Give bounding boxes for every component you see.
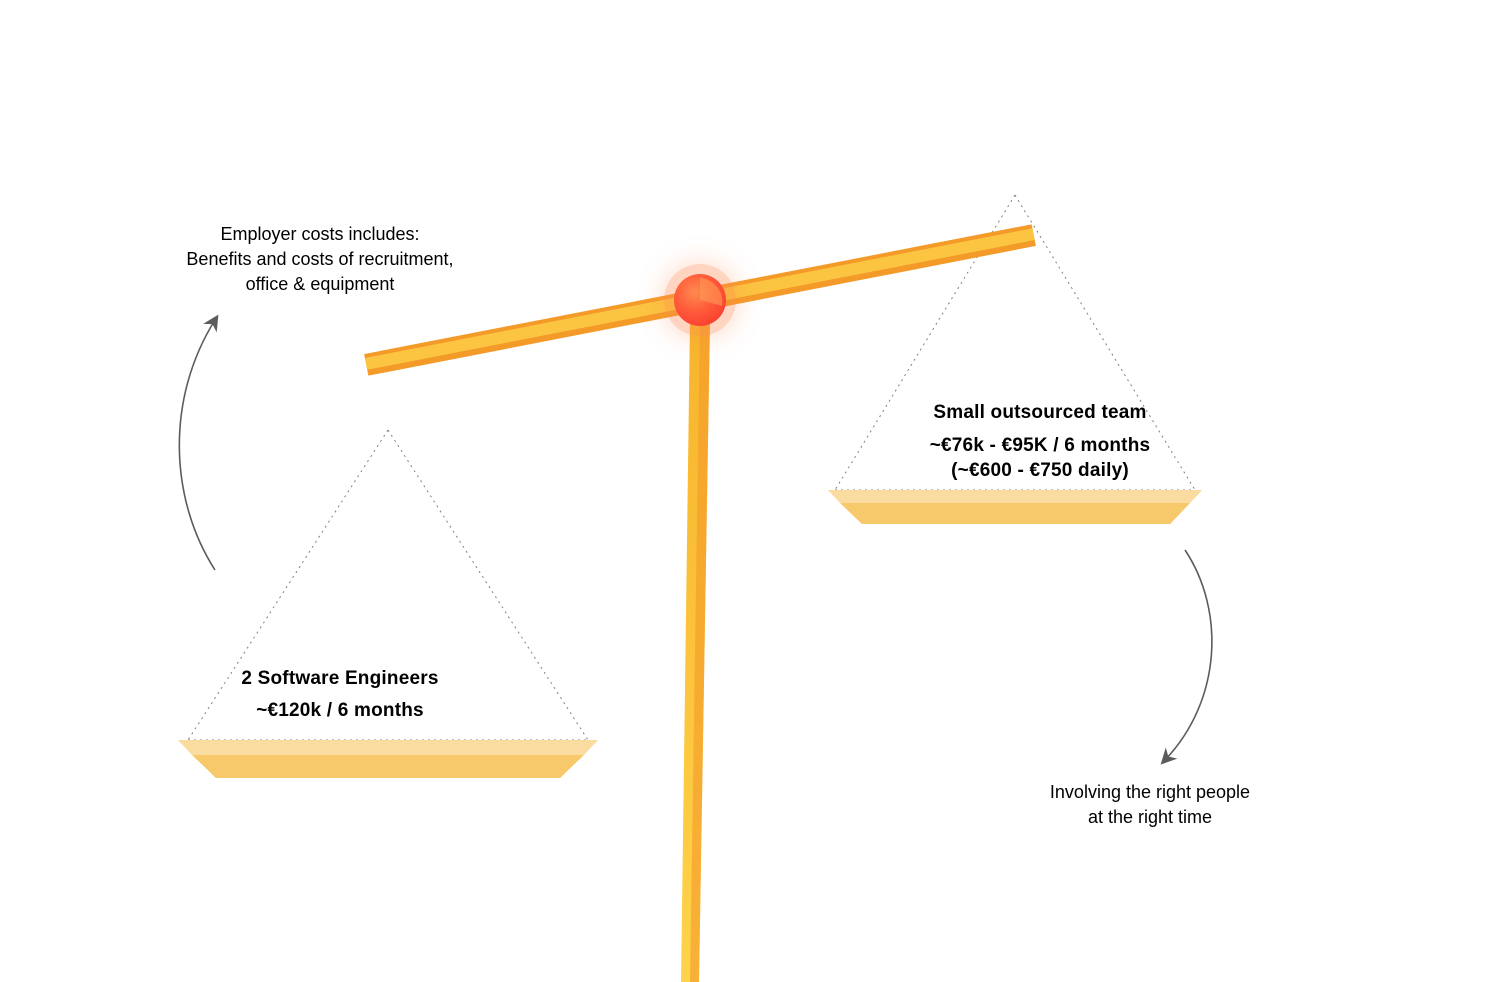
right-pan-title: Small outsourced team	[890, 400, 1190, 427]
scale-svg	[0, 0, 1512, 982]
caption-right-people-text: Involving the right people at the right …	[1050, 782, 1250, 827]
left-pan-title: 2 Software Engineers	[180, 666, 500, 693]
right-pan-subtitle-1: ~€76k - €95K / 6 months	[870, 433, 1210, 460]
pivot-ball	[664, 264, 736, 336]
left-pan-dish	[178, 740, 598, 778]
left-pan-subtitle: ~€120k / 6 months	[180, 698, 500, 725]
right-arrow	[1165, 550, 1212, 760]
caption-employer-costs: Employer costs includes: Benefits and co…	[140, 222, 500, 298]
left-arrow	[179, 320, 215, 570]
scale-infographic: Employer costs includes: Benefits and co…	[0, 0, 1512, 982]
caption-right-people: Involving the right people at the right …	[980, 780, 1320, 830]
left-pan-wires	[188, 430, 588, 740]
right-pan-dish	[828, 490, 1202, 524]
right-pan-subtitle-2: (~€600 - €750 daily)	[870, 458, 1210, 485]
scale-stand	[681, 320, 710, 982]
caption-employer-costs-text: Employer costs includes: Benefits and co…	[186, 224, 453, 294]
